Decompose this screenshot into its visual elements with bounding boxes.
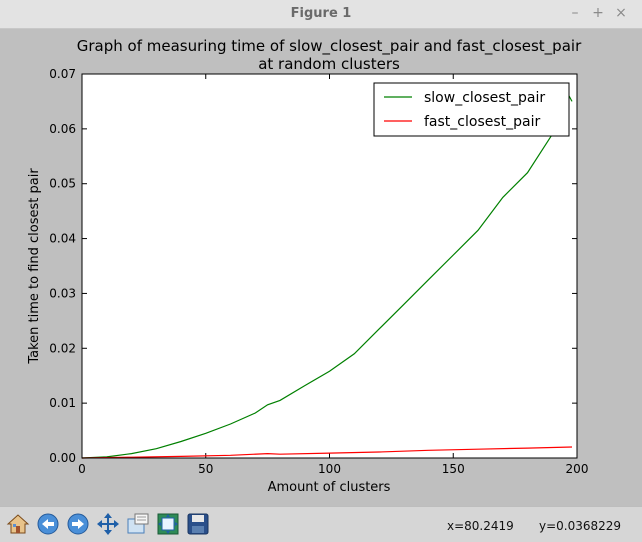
navigation-toolbar: x=80.2419 y=0.0368229 [0,506,642,542]
x-coordinate-readout: x=80.2419 [447,519,514,533]
y-tick-label: 0.02 [49,341,76,355]
plot-frame [81,73,578,459]
x-tick-label: 150 [442,462,465,476]
legend-label-slow_closest_pair: slow_closest_pair [424,90,545,106]
x-tick-label: 50 [198,462,213,476]
chart: Graph of measuring time of slow_closest_… [27,37,589,495]
home-icon[interactable] [5,511,31,537]
plot-area [82,74,577,458]
y-coordinate-readout: y=0.0368229 [539,519,622,533]
x-axis-label: Amount of clusters [268,480,391,495]
y-tick-label: 0.01 [49,396,76,410]
y-tick-label: 0.03 [49,286,76,300]
y-tick-label: 0.06 [49,122,76,136]
y-tick-label: 0.07 [49,67,76,81]
series-line-slow_closest_pair [81,86,573,459]
chart-title-line-2: at random clusters [258,55,400,73]
figure-canvas[interactable]: Graph of measuring time of slow_closest_… [0,29,642,506]
legend-box [373,82,570,137]
close-button[interactable]: × [615,5,627,21]
maximize-button[interactable]: + [592,5,604,21]
window-titlebar: Figure 1 – + × [0,0,642,29]
zoom-icon[interactable] [125,511,151,537]
forward-icon[interactable] [65,511,91,537]
series-line-fast_closest_pair [81,446,573,459]
pan-icon[interactable] [95,511,121,537]
y-tick-label: 0.00 [49,451,76,465]
y-tick-label: 0.05 [49,177,76,191]
x-tick-label: 100 [318,462,341,476]
y-tick-label: 0.04 [49,232,76,246]
back-icon[interactable] [35,511,61,537]
x-tick-label: 0 [78,462,86,476]
subplots-icon[interactable] [155,511,181,537]
window-title: Figure 1 [290,6,352,21]
x-tick-label: 200 [566,462,589,476]
y-axis-label: Taken time to find closest pair [27,168,42,365]
minimize-button[interactable]: – [571,5,579,21]
save-icon[interactable] [185,511,211,537]
chart-title-line-1: Graph of measuring time of slow_closest_… [77,37,582,56]
legend-label-fast_closest_pair: fast_closest_pair [424,114,540,130]
